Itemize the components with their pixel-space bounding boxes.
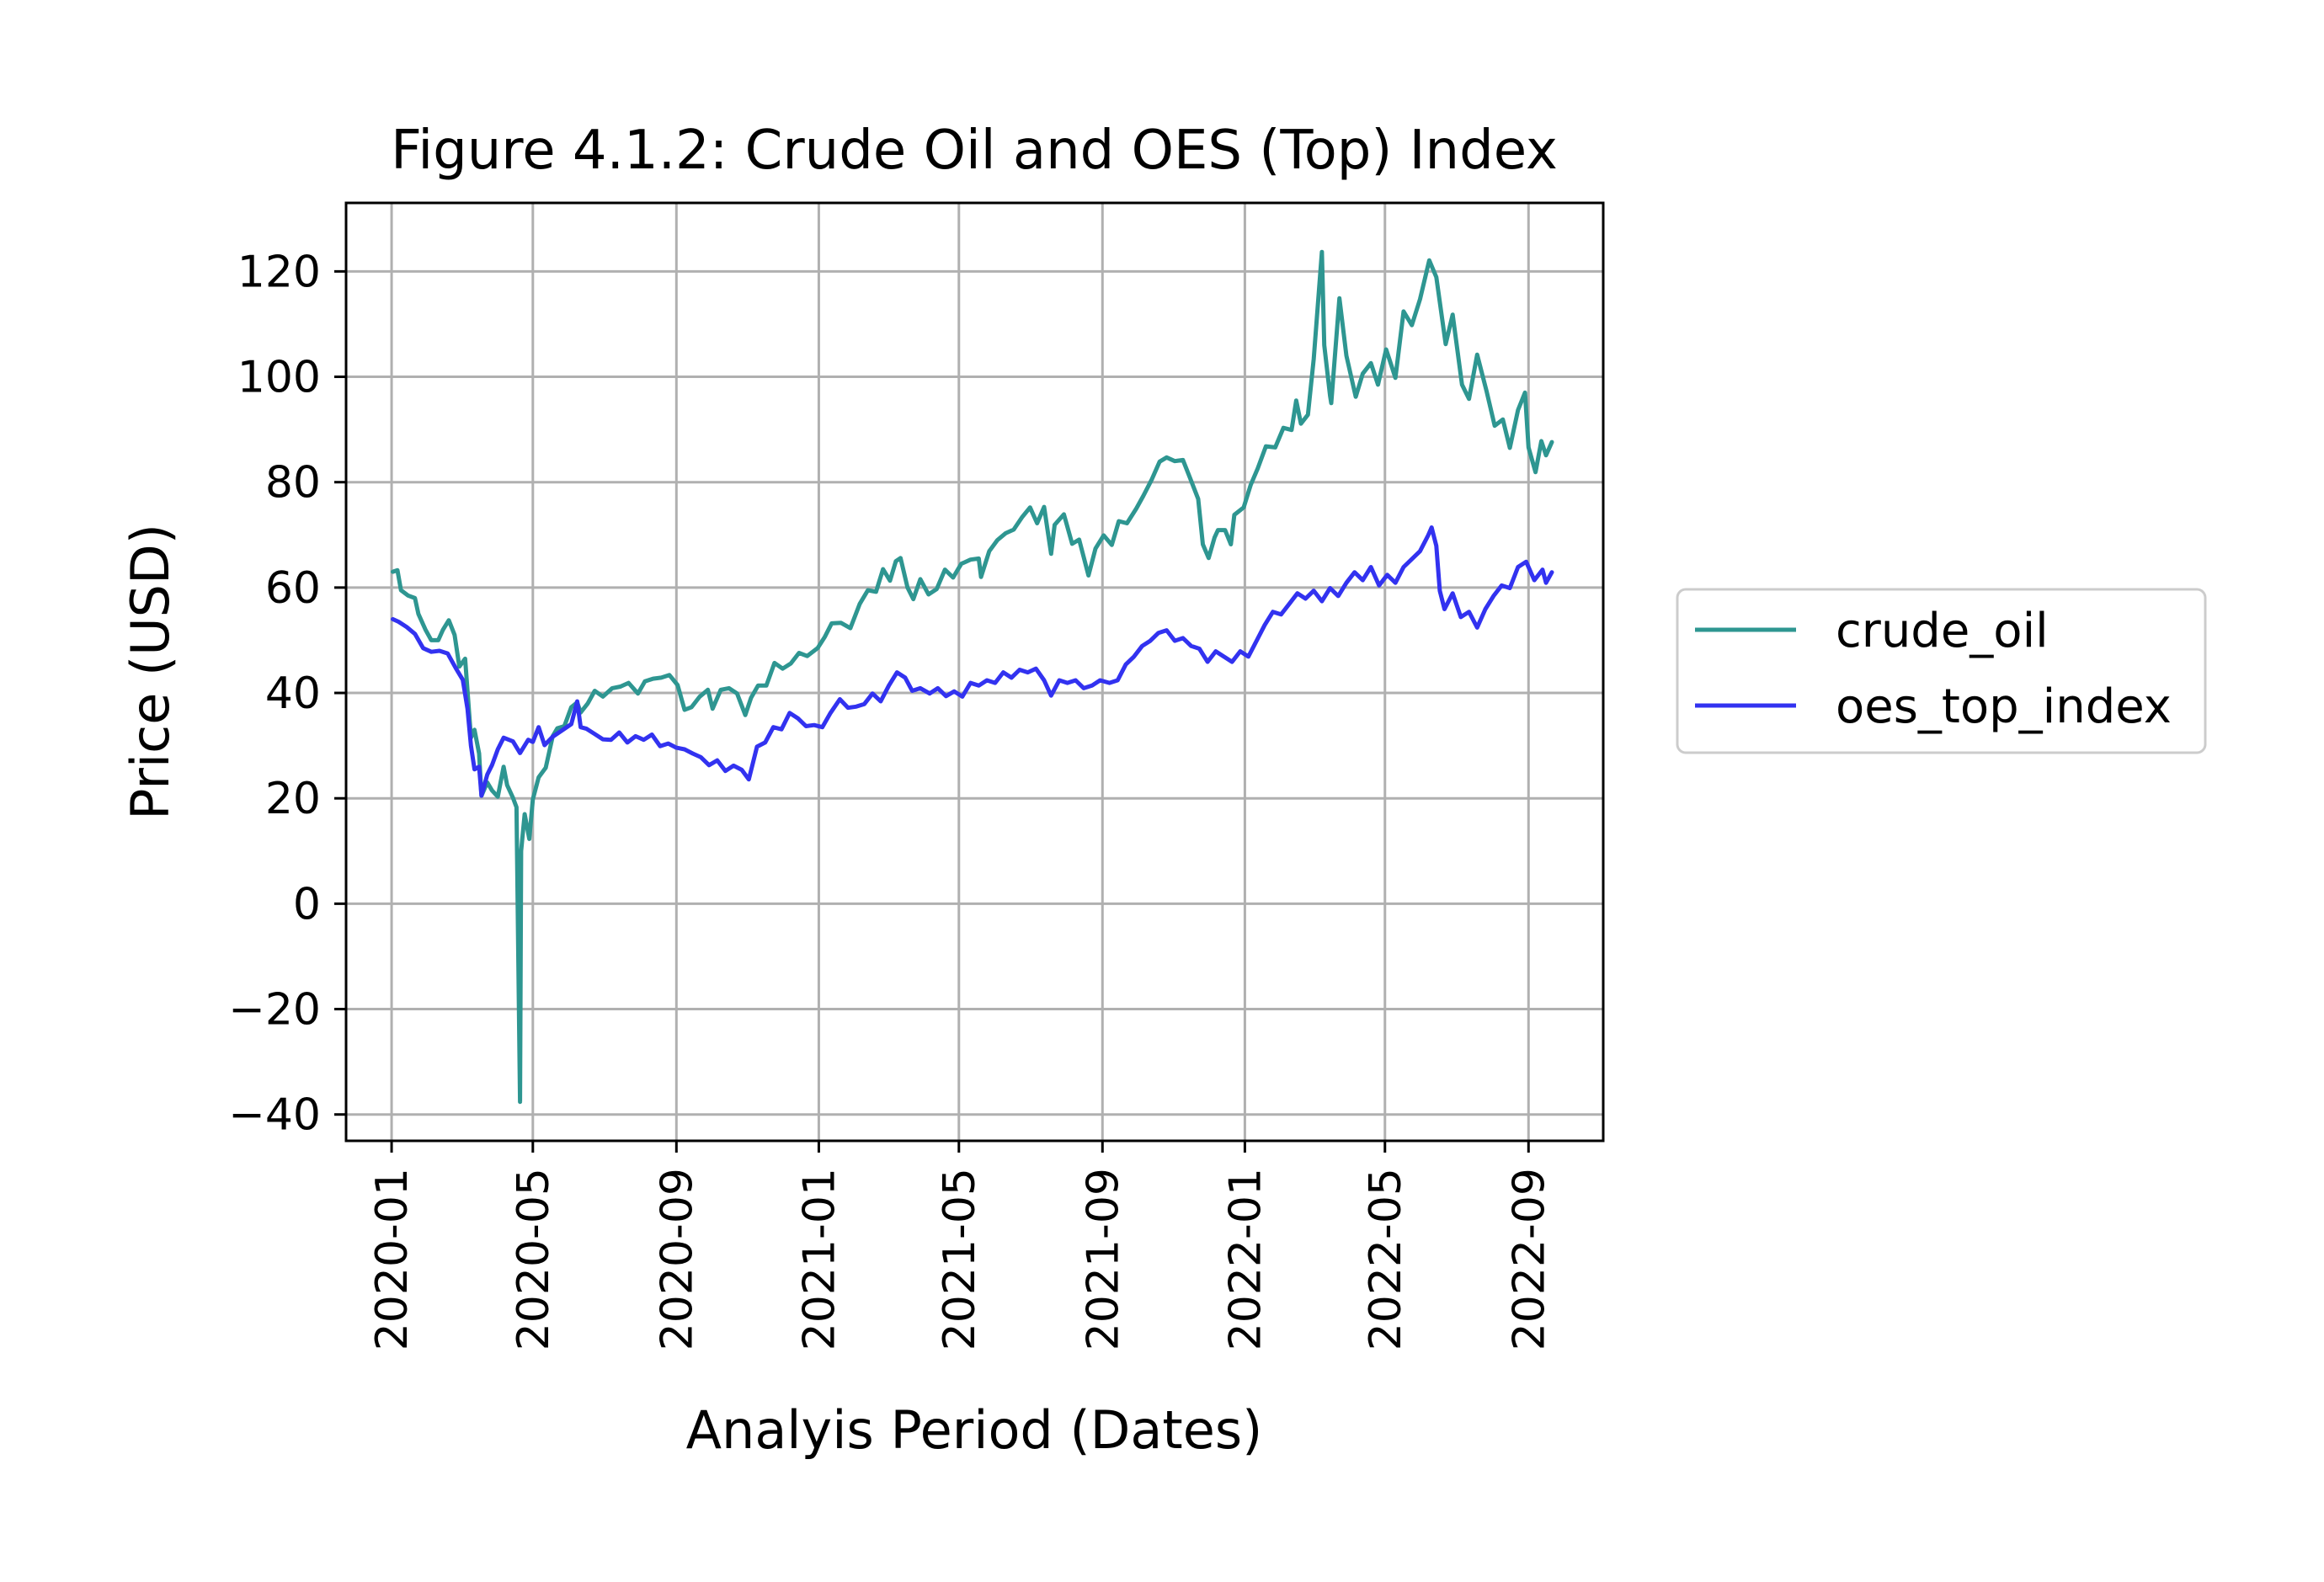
series-line-oes-top-index <box>391 525 1554 798</box>
x-tick-label: 2022-09 <box>1504 1168 1554 1350</box>
y-tick-label: −20 <box>228 985 321 1036</box>
y-tick-label: −40 <box>228 1090 321 1141</box>
x-tick-label: 2021-05 <box>935 1168 985 1350</box>
x-tick-label: 2020-01 <box>367 1168 418 1350</box>
x-tick-label: 2022-01 <box>1220 1168 1271 1350</box>
x-axis: 2020-01 2020-05 2020-09 2021-01 2021-05 2021-… <box>367 1141 1554 1350</box>
y-tick-label: 40 <box>265 668 321 719</box>
x-tick-label: 2020-09 <box>652 1168 702 1350</box>
chart-title: Figure 4.1.2: Crude Oil and OES (Top) In… <box>391 120 1558 182</box>
series-line-crude-oil <box>391 249 1554 1105</box>
y-tick-label: 100 <box>237 353 321 403</box>
y-tick-label: 120 <box>237 247 321 297</box>
x-tick-label: 2021-09 <box>1078 1168 1128 1350</box>
series-lines <box>391 249 1554 1105</box>
x-tick-label: 2021-01 <box>794 1168 845 1350</box>
grid <box>346 203 1603 1141</box>
y-axis: 120 100 80 60 40 20 0 −20 −40 <box>228 247 346 1141</box>
x-tick-label: 2022-05 <box>1361 1168 1411 1350</box>
y-tick-label: 20 <box>265 774 321 824</box>
y-tick-label: 0 <box>293 879 321 929</box>
legend-label-oes-top-index: oes_top_index <box>1836 679 2172 734</box>
y-tick-label: 80 <box>265 458 321 509</box>
legend-label-crude-oil: crude_oil <box>1836 604 2049 658</box>
x-tick-label: 2020-05 <box>509 1168 559 1350</box>
legend: crude_oil oes_top_index <box>1676 588 2207 754</box>
y-tick-label: 60 <box>265 563 321 614</box>
y-axis-label: Price (USD) <box>120 524 181 820</box>
legend-box <box>1676 588 2207 754</box>
plot-frame <box>344 201 1605 1143</box>
x-axis-label: Analyis Period (Dates) <box>686 1399 1263 1461</box>
